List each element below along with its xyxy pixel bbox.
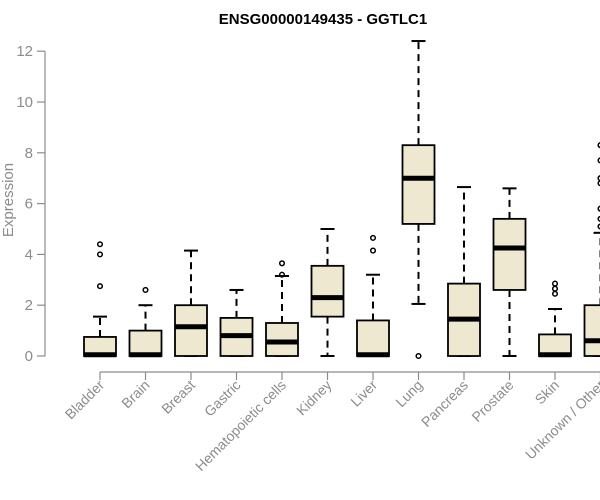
outlier-point bbox=[597, 223, 600, 230]
box-breast bbox=[174, 249, 208, 357]
iqr-box bbox=[583, 304, 600, 357]
outlier-point bbox=[278, 260, 286, 267]
outlier-point bbox=[369, 247, 377, 254]
y-axis: 0 2 4 6 8 10 12 bbox=[16, 43, 46, 365]
box-hematopoietic-cells bbox=[265, 260, 299, 357]
y-tick-label: 6 bbox=[25, 196, 33, 213]
x-tick-label: Lung bbox=[392, 377, 425, 410]
iqr-box bbox=[265, 322, 299, 357]
outlier-point bbox=[278, 271, 286, 278]
y-tick-label: 2 bbox=[25, 297, 33, 314]
outlier-point bbox=[96, 283, 104, 290]
box-gastric bbox=[219, 288, 254, 357]
outlier-point bbox=[96, 251, 104, 258]
outlier-point bbox=[597, 180, 600, 187]
outlier-point bbox=[415, 352, 422, 360]
box-prostate bbox=[492, 187, 527, 357]
box-kidney bbox=[310, 228, 345, 357]
boxes-group bbox=[83, 40, 600, 360]
y-tick-label: 8 bbox=[25, 145, 33, 162]
y-tick-label: 4 bbox=[25, 246, 33, 263]
x-tick-label: Kidney bbox=[293, 377, 335, 419]
x-tick-label: Skin bbox=[532, 377, 563, 408]
outlier-point bbox=[597, 205, 600, 212]
y-tick-label: 12 bbox=[16, 43, 33, 60]
outlier-point bbox=[551, 285, 559, 292]
outlier-point bbox=[142, 286, 149, 294]
box-unknown-other bbox=[583, 142, 600, 357]
chart-title: ENSG00000149435 - GGTLC1 bbox=[219, 11, 427, 28]
iqr-box bbox=[174, 304, 208, 357]
iqr-box bbox=[310, 264, 345, 318]
outlier-point bbox=[597, 215, 600, 222]
x-tick-label: Liver bbox=[347, 377, 380, 410]
x-tick-label: Pancreas bbox=[418, 377, 471, 430]
box-skin bbox=[538, 280, 572, 358]
outlier-point bbox=[597, 157, 600, 164]
x-tick-label: Breast bbox=[158, 377, 198, 417]
box-lung bbox=[401, 40, 436, 360]
x-tick-label: Prostate bbox=[468, 377, 516, 425]
x-tick-label: Bladder bbox=[62, 377, 108, 423]
iqr-box bbox=[401, 144, 436, 225]
x-tick-label: Hematopoietic cells bbox=[192, 377, 289, 474]
box-brain bbox=[128, 286, 163, 358]
outlier-point bbox=[369, 234, 377, 241]
y-tick-label: 0 bbox=[25, 348, 33, 365]
iqr-box bbox=[356, 319, 390, 357]
outlier-point bbox=[597, 142, 600, 149]
iqr-box bbox=[128, 329, 163, 357]
box-pancreas bbox=[447, 186, 481, 357]
x-tick-label: Unknown / Other bbox=[522, 377, 600, 463]
outlier-point bbox=[597, 175, 600, 182]
iqr-box bbox=[492, 217, 527, 291]
box-bladder bbox=[83, 241, 117, 358]
outlier-point bbox=[551, 290, 559, 297]
y-tick-label: 10 bbox=[16, 94, 33, 111]
box-liver bbox=[356, 234, 390, 358]
x-tick-label: Gastric bbox=[201, 377, 244, 420]
x-tick-label: Brain bbox=[118, 377, 152, 411]
y-axis-label: Expression bbox=[0, 163, 17, 237]
outlier-point bbox=[96, 241, 104, 248]
outlier-point bbox=[551, 280, 559, 287]
